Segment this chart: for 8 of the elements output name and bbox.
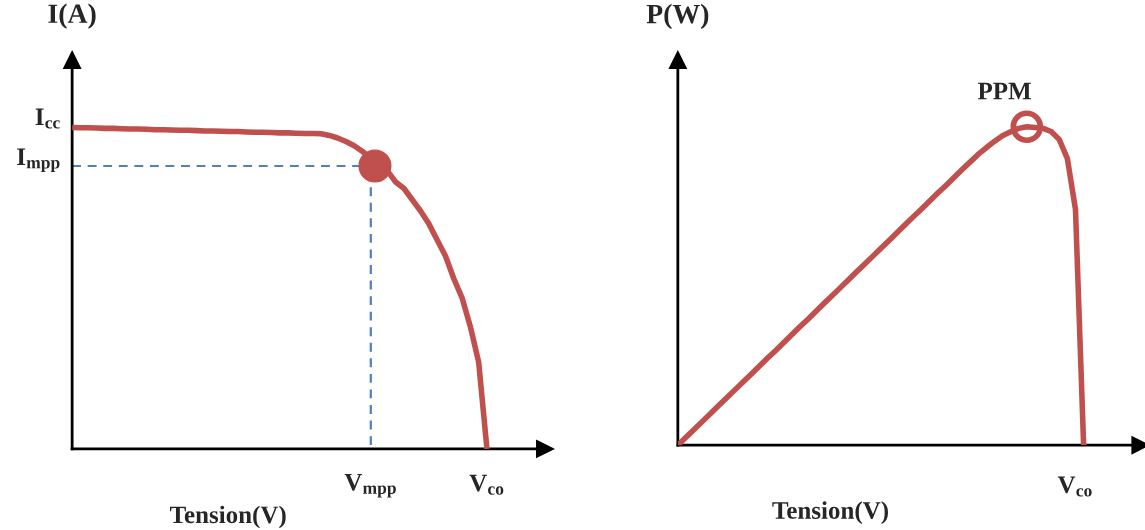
y-axis-title: P(W) (646, 3, 709, 30)
x-axis-title: Tension(V) (772, 501, 888, 524)
x-axis-title: Tension(V) (169, 505, 286, 529)
y-axis-title: I(A) (48, 3, 96, 29)
x-tick-label: V$_{mpp}$ (344, 473, 396, 498)
text: PPM (977, 82, 1031, 100)
ref-line-label: I$_{mpp}$ (17, 148, 60, 173)
text: I$_{cc}$ (35, 108, 60, 129)
